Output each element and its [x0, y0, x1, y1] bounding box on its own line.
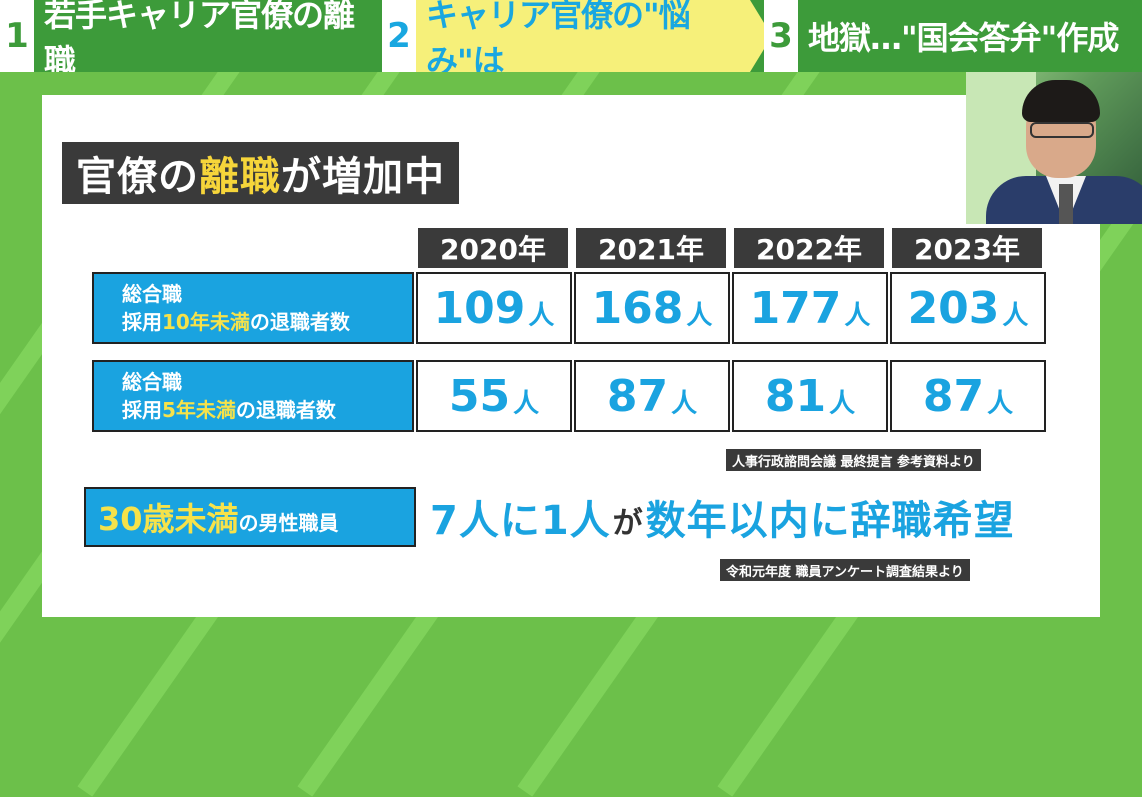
value-cell: 109 人 [416, 272, 572, 344]
board-heading: 官僚の 離職 が増加中 [62, 142, 459, 204]
statement: 7人に1人が数年以内に辞職希望 [430, 489, 1015, 545]
tab-1[interactable]: 1 若手キャリア官僚の離職 [0, 0, 412, 72]
heading-pre: 官僚の [76, 154, 199, 200]
year-header: 2021年 [576, 228, 726, 268]
value-cell: 81 人 [732, 360, 888, 432]
value-cell: 55 人 [416, 360, 572, 432]
tab-2-active[interactable]: 2 キャリア官僚の"悩み"は [382, 0, 772, 72]
value-cell: 87 人 [890, 360, 1046, 432]
row-label-5yr: 総合職 採用5年未満の退職者数 [92, 360, 414, 432]
tab-3-number: 3 [764, 0, 798, 72]
bottom-label: 30歳未満 の男性職員 [84, 487, 416, 547]
row-label-10yr: 総合職 採用10年未満の退職者数 [92, 272, 414, 344]
year-header: 2022年 [734, 228, 884, 268]
value-cell: 168 人 [574, 272, 730, 344]
row-label-line2: 採用5年未満の退職者数 [122, 398, 336, 422]
bottom-label-highlight: 30歳未満 [98, 500, 239, 538]
tab-1-number: 1 [0, 0, 34, 72]
heading-highlight: 離職 [199, 154, 281, 200]
heading-post: が増加中 [281, 154, 445, 200]
value-cell: 87 人 [574, 360, 730, 432]
tab-3-label: 地獄…"国会答弁"作成 [798, 0, 1142, 72]
row-label-line2: 採用10年未満の退職者数 [122, 310, 350, 334]
row-label-line1: 総合職 [122, 370, 182, 394]
presenter-video-inset [966, 72, 1142, 224]
presenter-tie [1059, 184, 1073, 224]
statement-part-b: が [612, 506, 644, 541]
tab-3[interactable]: 3 地獄…"国会答弁"作成 [764, 0, 1142, 72]
value-cell: 203 人 [890, 272, 1046, 344]
tab-1-label: 若手キャリア官僚の離職 [34, 0, 412, 72]
value-cell: 177 人 [732, 272, 888, 344]
statement-part-a: 7人に1人 [430, 498, 611, 544]
presenter-hair [1022, 80, 1100, 122]
tab-2-number: 2 [382, 0, 416, 72]
bottom-label-rest: の男性職員 [238, 510, 339, 535]
source-note-1: 人事行政諮問会議 最終提言 参考資料より [726, 449, 981, 471]
topic-nav: 1 若手キャリア官僚の離職 2 キャリア官僚の"悩み"は 3 地獄…"国会答弁"… [0, 0, 1142, 72]
year-header: 2023年 [892, 228, 1042, 268]
year-header: 2020年 [418, 228, 568, 268]
info-board: 官僚の 離職 が増加中 2020年 2021年 2022年 2023年 総合職 採用… [42, 95, 1100, 617]
row-label-line1: 総合職 [122, 282, 182, 306]
presenter-glasses [1030, 122, 1094, 138]
tab-2-label: キャリア官僚の"悩み"は [416, 0, 772, 72]
statement-part-c: 数年以内に辞職希望 [645, 498, 1015, 544]
source-note-2: 令和元年度 職員アンケート調査結果より [720, 559, 970, 581]
